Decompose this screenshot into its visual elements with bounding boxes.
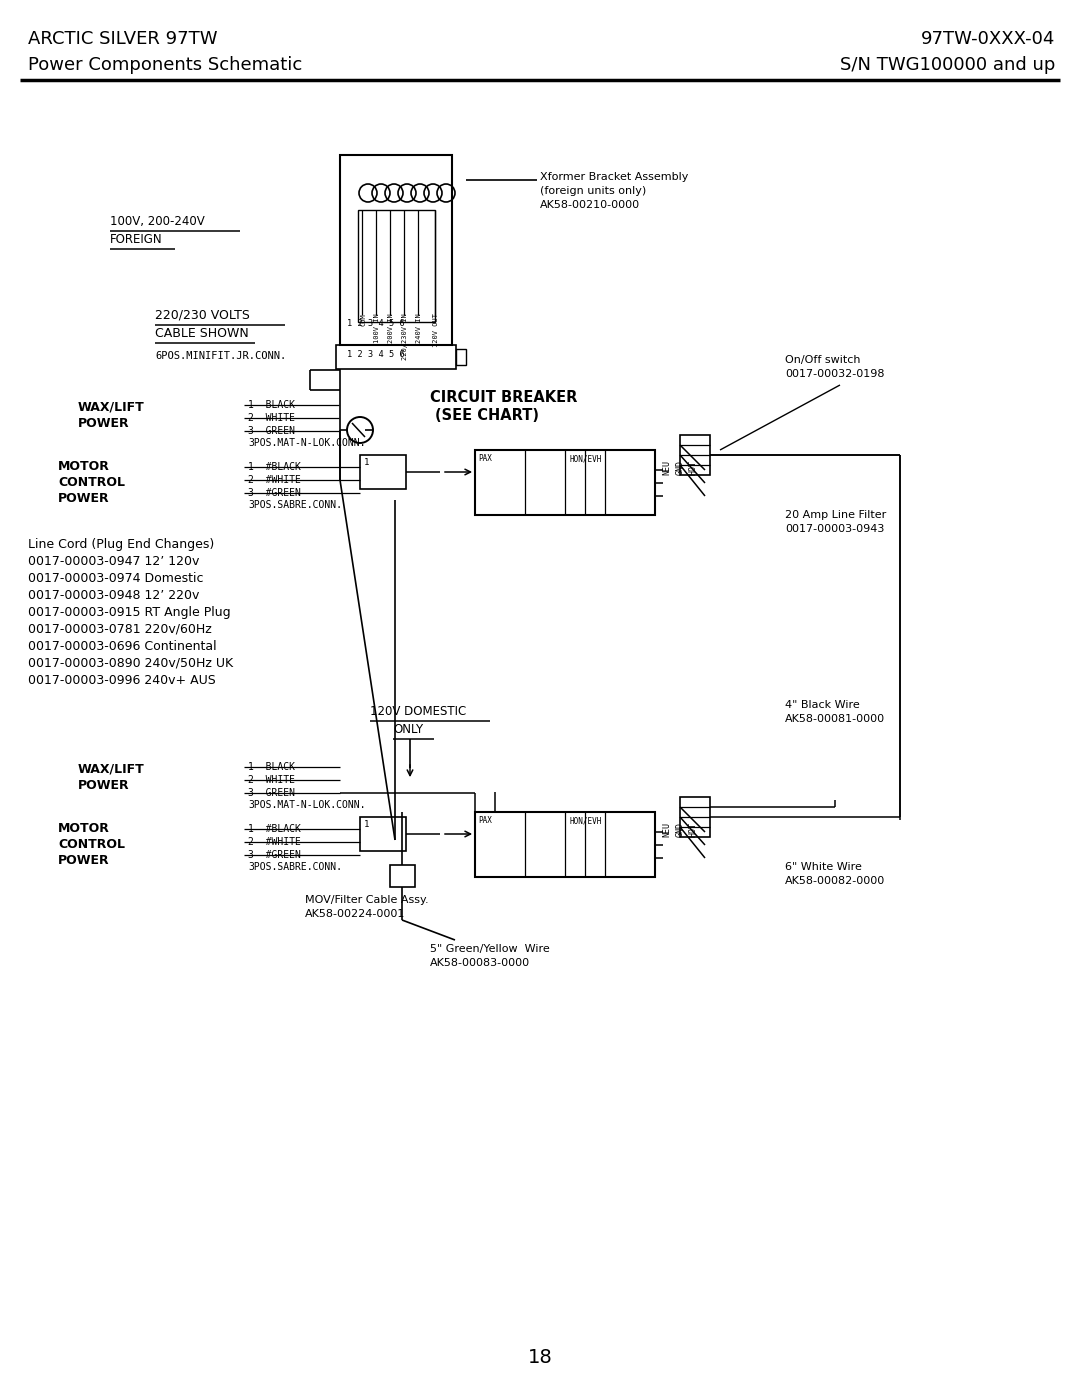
Text: 0017-00003-0890 240v/50Hz UK: 0017-00003-0890 240v/50Hz UK <box>28 657 233 671</box>
Text: ARCTIC SILVER 97TW: ARCTIC SILVER 97TW <box>28 29 217 47</box>
Bar <box>340 155 453 345</box>
Text: 0017-00003-0696 Continental: 0017-00003-0696 Continental <box>28 640 217 652</box>
Text: 1 2 3 4 5 6: 1 2 3 4 5 6 <box>347 351 405 359</box>
Text: MOTOR: MOTOR <box>58 460 110 474</box>
Text: HOT: HOT <box>689 460 698 475</box>
Text: HON/EVH: HON/EVH <box>570 454 603 462</box>
Text: ONLY: ONLY <box>393 724 423 736</box>
Bar <box>336 345 456 369</box>
Text: MOTOR: MOTOR <box>58 821 110 835</box>
Text: 220/230 VOLTS: 220/230 VOLTS <box>156 307 249 321</box>
Text: GND: GND <box>675 460 685 475</box>
Text: 240V IN: 240V IN <box>416 313 422 342</box>
Text: WAX/LIFT: WAX/LIFT <box>78 761 145 775</box>
Text: FOREIGN: FOREIGN <box>110 233 163 246</box>
Text: PAX: PAX <box>478 816 491 826</box>
Text: MOV/Filter Cable Assy.: MOV/Filter Cable Assy. <box>305 895 429 905</box>
Text: HOT: HOT <box>689 821 698 837</box>
Text: 2  #WHITE: 2 #WHITE <box>248 837 301 847</box>
Text: 0017-00003-0974 Domestic: 0017-00003-0974 Domestic <box>28 571 203 585</box>
Text: PAX: PAX <box>478 454 491 462</box>
Text: 3POS.MAT-N-LOK.CONN.: 3POS.MAT-N-LOK.CONN. <box>248 800 365 810</box>
Text: 1  #BLACK: 1 #BLACK <box>248 462 301 472</box>
Text: 120V DOMESTIC: 120V DOMESTIC <box>370 705 467 718</box>
Text: S/N TWG100000 and up: S/N TWG100000 and up <box>839 56 1055 74</box>
Bar <box>360 455 406 489</box>
Text: POWER: POWER <box>78 780 130 792</box>
Text: POWER: POWER <box>58 492 110 504</box>
Bar <box>475 812 654 877</box>
Bar <box>390 865 415 887</box>
Text: 120V OUT: 120V OUT <box>433 313 438 346</box>
Text: 1  BLACK: 1 BLACK <box>248 400 295 409</box>
Text: 3POS.SABRE.CONN.: 3POS.SABRE.CONN. <box>248 862 342 872</box>
Text: Power Components Schematic: Power Components Schematic <box>28 56 302 74</box>
Text: GND: GND <box>675 821 685 837</box>
Text: CONTROL: CONTROL <box>58 476 125 489</box>
Text: (SEE CHART): (SEE CHART) <box>435 408 539 423</box>
Text: 1  BLACK: 1 BLACK <box>248 761 295 773</box>
Text: 0017-00003-0943: 0017-00003-0943 <box>785 524 885 534</box>
Text: (foreign units only): (foreign units only) <box>540 186 646 196</box>
Text: 0017-00032-0198: 0017-00032-0198 <box>785 369 885 379</box>
Text: CONTROL: CONTROL <box>58 838 125 851</box>
Text: 3  #GREEN: 3 #GREEN <box>248 849 301 861</box>
Text: 4" Black Wire: 4" Black Wire <box>785 700 860 710</box>
Text: 3  #GREEN: 3 #GREEN <box>248 488 301 497</box>
Text: 18: 18 <box>528 1348 552 1368</box>
Text: AK58-00083-0000: AK58-00083-0000 <box>430 958 530 968</box>
Text: 6" White Wire: 6" White Wire <box>785 862 862 872</box>
Text: CIRCUIT BREAKER: CIRCUIT BREAKER <box>430 390 578 405</box>
Text: 3POS.MAT-N-LOK.CONN.: 3POS.MAT-N-LOK.CONN. <box>248 439 365 448</box>
Text: 2  WHITE: 2 WHITE <box>248 775 295 785</box>
Text: 1: 1 <box>364 458 369 467</box>
Text: 220/230V IN: 220/230V IN <box>402 313 408 360</box>
Text: 100V, 200-240V: 100V, 200-240V <box>110 215 205 228</box>
Text: 0017-00003-0996 240v+ AUS: 0017-00003-0996 240v+ AUS <box>28 673 216 687</box>
Bar <box>357 210 435 321</box>
Bar <box>475 450 654 515</box>
Text: NEU: NEU <box>662 821 672 837</box>
Text: On/Off switch: On/Off switch <box>785 355 861 365</box>
Text: 2  WHITE: 2 WHITE <box>248 414 295 423</box>
Bar <box>456 349 465 365</box>
Text: HON/EVH: HON/EVH <box>570 816 603 826</box>
Text: AK58-00081-0000: AK58-00081-0000 <box>785 714 886 724</box>
Text: 5" Green/Yellow  Wire: 5" Green/Yellow Wire <box>430 944 550 954</box>
Text: POWER: POWER <box>78 416 130 430</box>
Text: 0017-00003-0915 RT Angle Plug: 0017-00003-0915 RT Angle Plug <box>28 606 231 619</box>
Text: 20 Amp Line Filter: 20 Amp Line Filter <box>785 510 887 520</box>
Text: AK58-00210-0000: AK58-00210-0000 <box>540 200 640 210</box>
Text: 6POS.MINIFIT.JR.CONN.: 6POS.MINIFIT.JR.CONN. <box>156 351 286 360</box>
Text: Line Cord (Plug End Changes): Line Cord (Plug End Changes) <box>28 538 214 550</box>
Text: POWER: POWER <box>58 854 110 868</box>
Text: WAX/LIFT: WAX/LIFT <box>78 400 145 414</box>
Text: 1  #BLACK: 1 #BLACK <box>248 824 301 834</box>
Text: 97TW-0XXX-04: 97TW-0XXX-04 <box>920 29 1055 47</box>
Text: 3  GREEN: 3 GREEN <box>248 788 295 798</box>
Text: 0017-00003-0781 220v/60Hz: 0017-00003-0781 220v/60Hz <box>28 623 212 636</box>
Text: 0017-00003-0947 12’ 120v: 0017-00003-0947 12’ 120v <box>28 555 200 569</box>
Text: CABLE SHOWN: CABLE SHOWN <box>156 327 248 339</box>
Bar <box>680 798 710 837</box>
Text: 1: 1 <box>364 820 369 828</box>
Bar <box>360 817 406 851</box>
Text: 2  #WHITE: 2 #WHITE <box>248 475 301 485</box>
Text: Xformer Bracket Assembly: Xformer Bracket Assembly <box>540 172 688 182</box>
Text: 100V IN: 100V IN <box>374 313 380 342</box>
Text: 0017-00003-0948 12’ 220v: 0017-00003-0948 12’ 220v <box>28 590 200 602</box>
Text: AK58-00082-0000: AK58-00082-0000 <box>785 876 886 886</box>
Text: NEU: NEU <box>662 460 672 475</box>
Text: COM: COM <box>360 313 366 326</box>
Text: 3  GREEN: 3 GREEN <box>248 426 295 436</box>
Text: 3POS.SABRE.CONN.: 3POS.SABRE.CONN. <box>248 500 342 510</box>
Text: 1 2 3 4 5 6: 1 2 3 4 5 6 <box>347 319 405 328</box>
Text: 200V IN: 200V IN <box>388 313 394 342</box>
Text: AK58-00224-0001: AK58-00224-0001 <box>305 909 405 919</box>
Bar <box>680 434 710 475</box>
